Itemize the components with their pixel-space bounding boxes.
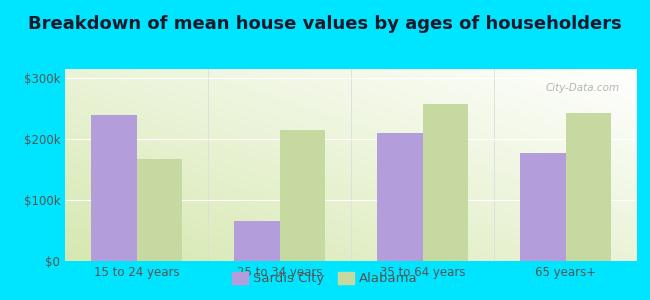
Bar — [566, 113, 611, 261]
Bar — [520, 152, 566, 261]
Bar — [377, 133, 423, 261]
Bar — [136, 159, 182, 261]
Bar — [422, 104, 468, 261]
Text: Breakdown of mean house values by ages of householders: Breakdown of mean house values by ages o… — [28, 15, 622, 33]
Legend: Sardis City, Alabama: Sardis City, Alabama — [227, 266, 423, 290]
Bar — [91, 115, 136, 261]
Text: City-Data.com: City-Data.com — [546, 83, 620, 93]
Bar — [234, 221, 280, 261]
Bar — [280, 130, 325, 261]
